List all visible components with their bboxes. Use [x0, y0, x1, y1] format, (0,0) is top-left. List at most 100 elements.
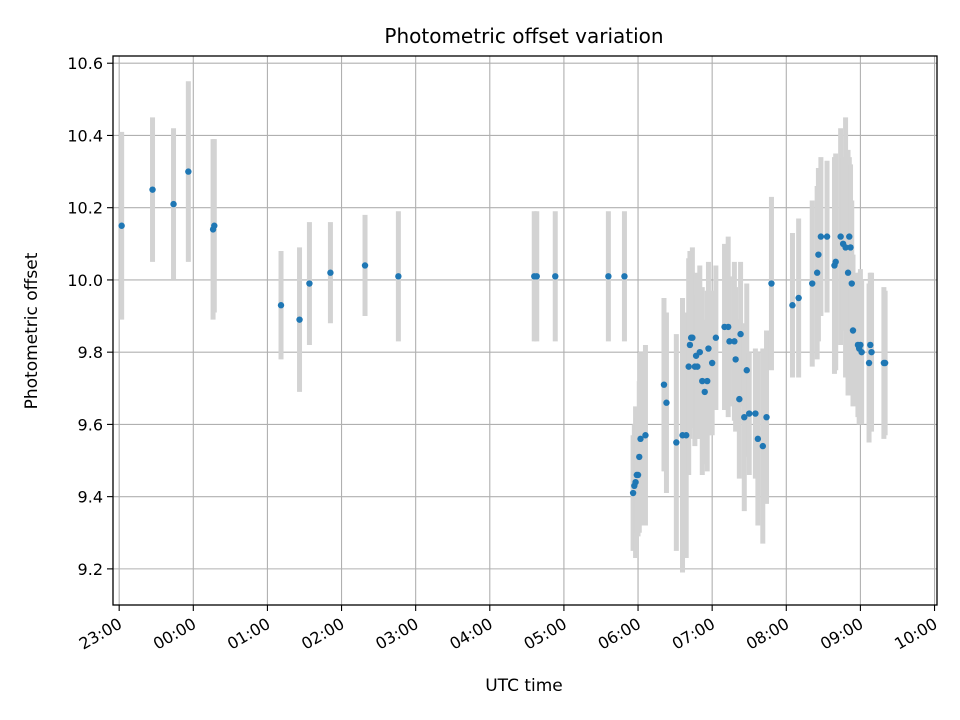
data-point [763, 413, 770, 421]
data-point [881, 359, 889, 367]
data-point [813, 269, 821, 276]
data-point [673, 439, 680, 446]
x-tick-label: 23:00 [76, 614, 125, 654]
data-point [817, 233, 825, 240]
y-axis-ticks: 9.2 9.4 9.6 9.8 10.0 10.2 10.4 10.6 [67, 54, 113, 579]
data-point [642, 432, 649, 439]
y-tick-label: 10.2 [67, 199, 103, 218]
data-point [705, 345, 712, 352]
data-point [708, 359, 716, 367]
data-point [857, 341, 864, 349]
data-point [737, 330, 744, 338]
data-point [848, 280, 855, 287]
data-point [621, 273, 628, 280]
data-point [868, 348, 875, 356]
y-axis-label: Photometric offset [22, 252, 42, 409]
data-point [185, 168, 192, 175]
data-point [637, 435, 644, 443]
data-point [815, 251, 822, 258]
data-point [846, 233, 853, 240]
data-point [741, 413, 748, 421]
y-tick-label: 10.0 [67, 271, 103, 290]
data-point [694, 363, 701, 370]
y-tick-label: 9.4 [78, 488, 103, 507]
data-point [847, 244, 854, 251]
grid [113, 56, 937, 605]
x-tick-label: 06:00 [595, 614, 644, 654]
x-tick-label: 08:00 [743, 614, 792, 654]
data-point [726, 338, 733, 345]
x-axis-ticks: 23:00 00:00 01:00 02:00 03:00 04:00 05:00 06:00… [76, 605, 941, 654]
data-point [149, 186, 156, 193]
data-point [361, 262, 369, 269]
x-tick-label: 07:00 [669, 614, 718, 654]
data-point [660, 381, 668, 388]
chart-title: Photometric offset variation [384, 24, 663, 48]
data-points [118, 168, 889, 497]
x-tick-label: 01:00 [224, 614, 273, 654]
y-tick-label: 10.4 [67, 126, 103, 145]
data-point [296, 316, 303, 323]
data-point [736, 395, 743, 403]
x-tick-label: 03:00 [372, 614, 421, 654]
x-tick-label: 05:00 [520, 614, 569, 654]
data-point [754, 435, 762, 443]
data-point [170, 200, 177, 208]
data-point [605, 273, 612, 280]
x-tick-label: 09:00 [817, 614, 866, 654]
data-point [395, 273, 402, 280]
data-point [632, 478, 639, 486]
data-point [837, 233, 844, 240]
x-tick-label: 02:00 [298, 614, 347, 654]
data-point [844, 269, 852, 276]
plot-frame [112, 55, 938, 606]
y-tick-label: 9.8 [78, 343, 103, 362]
data-point [629, 489, 637, 497]
x-tick-label: 00:00 [150, 614, 199, 654]
data-point [552, 273, 559, 280]
y-tick-label: 10.6 [67, 54, 103, 73]
data-point [712, 334, 720, 341]
data-point [701, 388, 708, 396]
data-point [699, 377, 706, 385]
x-tick-label: 10:00 [891, 614, 940, 654]
x-tick-label: 04:00 [446, 614, 495, 654]
data-point [823, 233, 831, 240]
data-point [683, 432, 690, 439]
data-point [277, 302, 285, 309]
data-point [306, 280, 313, 287]
data-point [809, 280, 816, 287]
data-point [636, 453, 643, 461]
data-point [842, 244, 849, 251]
data-point [768, 280, 775, 287]
data-point [849, 327, 857, 334]
data-point [689, 334, 696, 341]
data-point [686, 341, 694, 349]
y-tick-label: 9.6 [78, 415, 103, 434]
data-point [759, 442, 767, 450]
data-point [867, 341, 874, 349]
data-point [746, 410, 753, 417]
data-point [685, 363, 692, 370]
data-point [704, 377, 711, 385]
error-bars [119, 81, 888, 573]
y-tick-label: 9.2 [78, 560, 103, 579]
x-axis-label: UTC time [485, 676, 563, 696]
data-point [858, 348, 865, 356]
data-point [732, 356, 739, 363]
data-point [789, 302, 796, 309]
data-point [118, 222, 125, 229]
data-point [752, 410, 759, 417]
data-point [731, 338, 738, 345]
data-point [533, 273, 540, 280]
data-point [865, 359, 873, 367]
data-point [725, 323, 732, 331]
data-point [634, 471, 642, 479]
data-point [663, 399, 670, 406]
data-point [327, 269, 334, 276]
data-point [795, 294, 802, 302]
data-point [743, 367, 750, 374]
data-point [211, 222, 218, 229]
data-point [832, 258, 839, 266]
